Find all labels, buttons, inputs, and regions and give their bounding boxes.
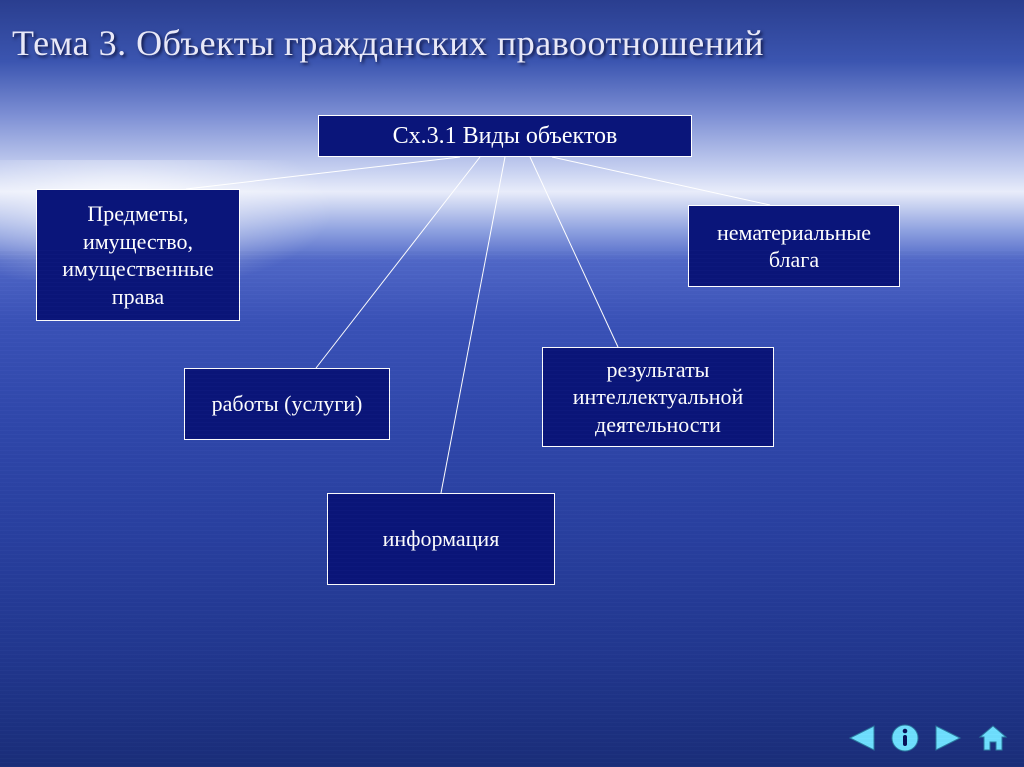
info-icon (890, 723, 920, 753)
nav-prev-button[interactable] (844, 723, 878, 753)
triangle-left-icon (846, 724, 876, 752)
slide-stage: Тема 3. Объекты гражданских правоотношен… (0, 0, 1024, 767)
triangle-right-icon (934, 724, 964, 752)
diagram-node-n2: работы (услуги) (184, 368, 390, 440)
diagram-node-root: Сх.3.1 Виды объектов (318, 115, 692, 157)
diagram-node-n5: нематериальные блага (688, 205, 900, 287)
nav-next-button[interactable] (932, 723, 966, 753)
nav-info-button[interactable] (888, 723, 922, 753)
diagram-node-n1: Предметы, имущество, имущественные права (36, 189, 240, 321)
slide-title: Тема 3. Объекты гражданских правоотношен… (12, 22, 764, 64)
diagram-node-n3: информация (327, 493, 555, 585)
nav-home-button[interactable] (976, 723, 1010, 753)
diagram-node-n4: результаты интеллектуальной деятельности (542, 347, 774, 447)
nav-bar (844, 723, 1010, 753)
home-icon (978, 724, 1008, 752)
